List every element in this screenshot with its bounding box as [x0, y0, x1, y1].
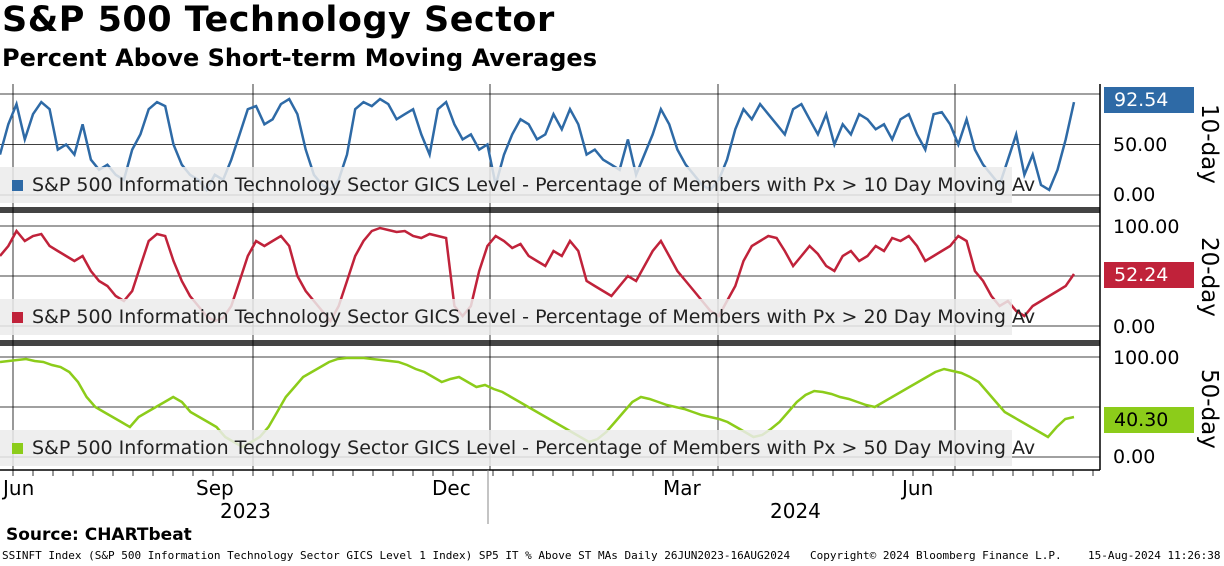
legend-swatch-10-day — [12, 180, 23, 191]
y-tick-20-0: 0.00 — [1113, 316, 1156, 338]
legend-50-day: S&P 500 Information Technology Sector GI… — [0, 430, 1035, 466]
legend-text-20-day: S&P 500 Information Technology Sector GI… — [32, 306, 1036, 328]
series-line-10-day — [0, 97, 1076, 193]
x-tick-jun-2023: Jun — [3, 476, 35, 500]
legend-text-10-day: S&P 500 Information Technology Sector GI… — [32, 174, 1036, 196]
y-tick-10-0: 0.00 — [1113, 184, 1156, 206]
source-label: Source: CHARTbeat — [6, 525, 192, 545]
chart-title: S&P 500 Technology Sector — [2, 0, 555, 40]
value-tag-10-day: 92.54 — [1104, 87, 1194, 113]
value-tag-20-day: 52.24 — [1104, 262, 1194, 288]
x-tick-jun-2024: Jun — [902, 476, 934, 500]
legend-swatch-20-day — [12, 312, 23, 323]
x-tick-sep: Sep — [196, 476, 234, 500]
y-tick-50-0: 0.00 — [1113, 446, 1156, 468]
legend-swatch-50-day — [12, 443, 23, 454]
series-line-20-day — [0, 226, 1076, 324]
x-year-2024: 2024 — [770, 499, 821, 523]
chart-subtitle: Percent Above Short-term Moving Averages — [2, 44, 597, 72]
legend-text-50-day: S&P 500 Information Technology Sector GI… — [32, 437, 1036, 459]
y-tick-50-100: 100.00 — [1113, 347, 1180, 369]
legend-10-day: S&P 500 Information Technology Sector GI… — [0, 167, 1035, 203]
footer-timestamp: 15-Aug-2024 11:26:38 — [1088, 549, 1221, 562]
value-tag-50-day: 40.30 — [1104, 407, 1194, 433]
panel-label-10-day: 10-day — [1196, 104, 1222, 184]
y-tick-10-50: 50.00 — [1113, 134, 1168, 156]
panel-separator — [0, 340, 1100, 346]
x-tick-dec: Dec — [432, 476, 471, 500]
series-line-50-day — [0, 356, 1075, 449]
footer-copyright: Copyright© 2024 Bloomberg Finance L.P. — [810, 549, 1062, 562]
x-year-2023: 2023 — [220, 499, 271, 523]
x-tick-mar: Mar — [663, 476, 701, 500]
legend-20-day: S&P 500 Information Technology Sector GI… — [0, 299, 1035, 335]
y-tick-20-100: 100.00 — [1113, 216, 1180, 238]
panel-label-50-day: 50-day — [1196, 369, 1222, 449]
panel-label-20-day: 20-day — [1196, 237, 1222, 317]
panel-separator — [0, 207, 1100, 213]
footer-index: SSINFT Index (S&P 500 Information Techno… — [2, 549, 791, 562]
